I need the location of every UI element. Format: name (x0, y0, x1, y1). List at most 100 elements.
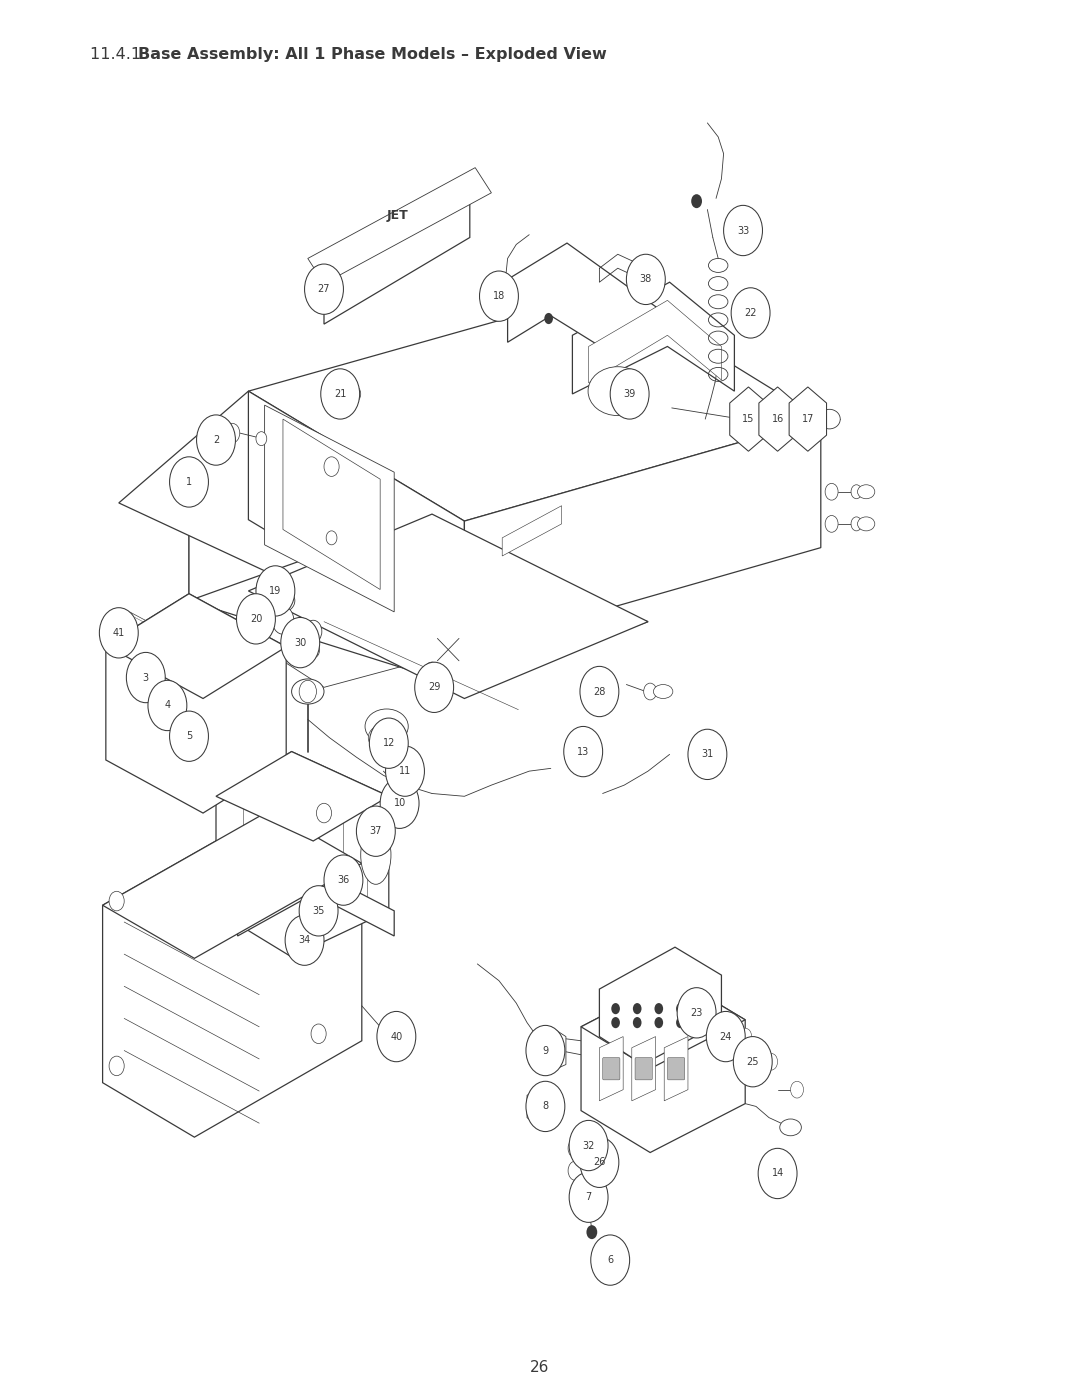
Circle shape (765, 1053, 778, 1070)
Text: 5: 5 (186, 731, 192, 742)
Ellipse shape (819, 409, 840, 429)
Circle shape (321, 369, 360, 419)
Ellipse shape (858, 485, 875, 499)
Text: 16: 16 (771, 414, 784, 425)
Circle shape (324, 855, 363, 905)
Text: 24: 24 (719, 1031, 732, 1042)
Polygon shape (599, 947, 721, 1065)
Text: 33: 33 (737, 225, 750, 236)
Circle shape (480, 271, 518, 321)
Text: 3: 3 (143, 672, 149, 683)
Circle shape (677, 988, 716, 1038)
Text: 19: 19 (269, 585, 282, 597)
Text: 29: 29 (428, 682, 441, 693)
Circle shape (591, 1235, 630, 1285)
Text: 20: 20 (249, 613, 262, 624)
Polygon shape (189, 472, 464, 650)
Polygon shape (502, 506, 562, 556)
Circle shape (526, 1025, 565, 1076)
Text: 40: 40 (390, 1031, 403, 1042)
Polygon shape (189, 394, 464, 580)
Circle shape (851, 485, 862, 499)
Polygon shape (581, 978, 745, 1069)
Circle shape (794, 409, 809, 429)
Circle shape (305, 620, 322, 643)
Polygon shape (581, 978, 745, 1153)
Text: JET: JET (387, 208, 408, 222)
Polygon shape (248, 391, 464, 650)
Circle shape (281, 617, 320, 668)
Text: 41: 41 (112, 627, 125, 638)
Circle shape (148, 680, 187, 731)
FancyBboxPatch shape (635, 1058, 652, 1080)
Polygon shape (248, 289, 821, 521)
Circle shape (237, 594, 275, 644)
Polygon shape (508, 243, 657, 349)
Polygon shape (529, 1027, 566, 1074)
Circle shape (377, 1011, 416, 1062)
Circle shape (256, 566, 295, 616)
Circle shape (126, 652, 165, 703)
Text: 10: 10 (393, 798, 406, 809)
Polygon shape (283, 419, 380, 590)
Circle shape (256, 432, 267, 446)
Text: 30: 30 (294, 637, 307, 648)
Circle shape (356, 806, 395, 856)
Polygon shape (632, 1037, 656, 1101)
Text: 31: 31 (701, 749, 714, 760)
Text: 38: 38 (639, 274, 652, 285)
Text: 2: 2 (213, 434, 219, 446)
Text: 32: 32 (582, 1140, 595, 1151)
Text: 11.4.1: 11.4.1 (90, 47, 151, 63)
Circle shape (109, 1056, 124, 1076)
Circle shape (688, 729, 727, 780)
Polygon shape (527, 1087, 562, 1127)
Circle shape (316, 803, 332, 823)
Polygon shape (103, 810, 362, 958)
Circle shape (544, 313, 553, 324)
Text: 23: 23 (690, 1007, 703, 1018)
Circle shape (415, 662, 454, 712)
Text: 14: 14 (771, 1168, 784, 1179)
Polygon shape (119, 391, 464, 604)
Circle shape (569, 1172, 608, 1222)
Circle shape (369, 718, 408, 768)
Circle shape (825, 515, 838, 532)
Circle shape (311, 1024, 326, 1044)
Circle shape (611, 1017, 620, 1028)
Circle shape (706, 1011, 745, 1062)
Text: 26: 26 (530, 1361, 550, 1375)
Text: 18: 18 (492, 291, 505, 302)
Circle shape (626, 254, 665, 305)
Circle shape (676, 1003, 685, 1014)
FancyBboxPatch shape (603, 1058, 620, 1080)
Circle shape (633, 1017, 642, 1028)
Ellipse shape (271, 590, 295, 612)
Circle shape (733, 1037, 772, 1087)
Circle shape (197, 415, 235, 465)
Polygon shape (265, 405, 394, 612)
Circle shape (338, 863, 353, 883)
Circle shape (285, 915, 324, 965)
Circle shape (170, 711, 208, 761)
Circle shape (654, 1017, 663, 1028)
Polygon shape (216, 752, 389, 957)
Circle shape (758, 1148, 797, 1199)
Ellipse shape (372, 738, 402, 760)
Polygon shape (464, 419, 821, 650)
Circle shape (299, 680, 316, 703)
Circle shape (569, 1120, 608, 1171)
Ellipse shape (653, 685, 673, 698)
Circle shape (851, 517, 862, 531)
Ellipse shape (588, 367, 648, 416)
Text: 17: 17 (801, 414, 814, 425)
Circle shape (170, 457, 208, 507)
Ellipse shape (361, 826, 391, 884)
Circle shape (676, 1017, 685, 1028)
Circle shape (580, 1137, 619, 1187)
Circle shape (654, 1003, 663, 1014)
Polygon shape (308, 168, 491, 284)
Polygon shape (730, 387, 767, 451)
Circle shape (526, 1081, 565, 1132)
Circle shape (610, 369, 649, 419)
